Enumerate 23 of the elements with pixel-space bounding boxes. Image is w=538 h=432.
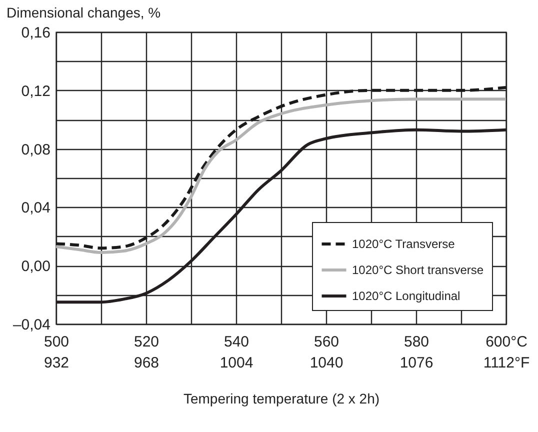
y-tick-label: 0,00: [21, 258, 50, 276]
legend-label: 1020°C Transverse: [352, 237, 456, 251]
y-tick-label: 0,04: [21, 200, 50, 217]
x-axis-title: Tempering temperature (2 x 2h): [183, 390, 380, 406]
x-tick-label: 560: [314, 334, 340, 350]
x2-tick-label: 968: [134, 354, 160, 372]
y-axis-title: Dimensional changes, %: [6, 4, 161, 20]
x-tick-label: 540: [224, 334, 250, 350]
x2-tick-label: 1076: [400, 354, 434, 372]
y-tick-label: –0,04: [12, 316, 50, 334]
y-tick-label: 0,12: [21, 82, 50, 100]
legend-label: 1020°C Longitudinal: [352, 289, 460, 303]
x2-tick-label: 1040: [310, 354, 344, 372]
y-tick-label: 0,08: [21, 141, 50, 158]
x-tick-label: 600°C: [486, 334, 528, 350]
x-tick-label: 520: [134, 334, 160, 350]
x2-tick-label: 932: [44, 354, 70, 372]
legend-label: 1020°C Short transverse: [352, 263, 484, 277]
x-tick-label: 580: [404, 334, 430, 350]
x2-tick-label: 1112°F: [483, 354, 530, 372]
y-tick-label: 0,16: [21, 24, 50, 42]
x2-tick-label: 1004: [220, 354, 254, 372]
x-tick-label: 500: [44, 334, 70, 350]
